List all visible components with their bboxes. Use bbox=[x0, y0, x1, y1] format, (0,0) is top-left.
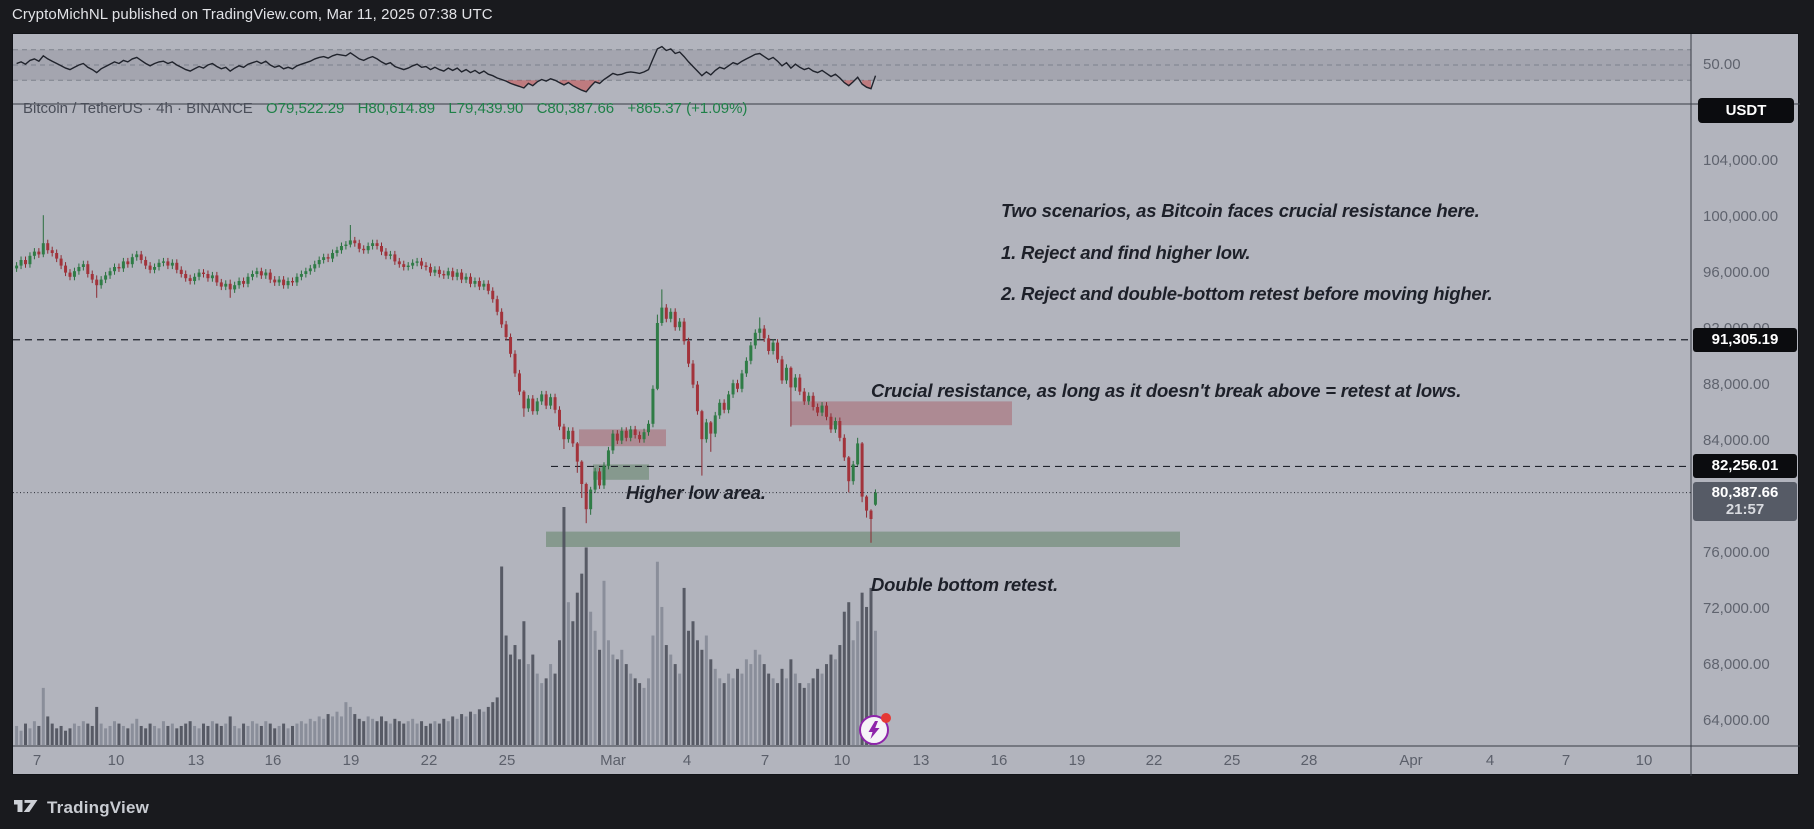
time-axis-label: 16 bbox=[264, 752, 282, 769]
drawing-hlines bbox=[13, 339, 1691, 468]
price-axis-label: 64,000.00 bbox=[1703, 712, 1770, 729]
time-axis-label: 7 bbox=[760, 752, 770, 769]
annotation-text: 1. Reject and find higher low. bbox=[1001, 242, 1251, 263]
time-axis-label: 7 bbox=[1561, 752, 1571, 769]
time-axis-label: 4 bbox=[682, 752, 692, 769]
price-level-tag: 91,305.19 bbox=[1693, 327, 1797, 352]
lightning-bolt-icon bbox=[868, 721, 880, 739]
attribution-text: CryptoMichNL published on TradingView.co… bbox=[12, 6, 493, 23]
price-axis-label: 100,000.00 bbox=[1703, 208, 1779, 225]
tradingview-logo-icon[interactable] bbox=[13, 796, 39, 821]
annotation-text: 2. Reject and double-bottom retest befor… bbox=[1001, 283, 1493, 304]
volume-bars bbox=[15, 507, 877, 745]
price-axis[interactable]: 50.00 USDT 104,000.00 100,000.00 96,000.00… bbox=[1691, 34, 1800, 746]
time-axis-label: 4 bbox=[1485, 752, 1495, 769]
currency-badge: USDT bbox=[1698, 98, 1794, 123]
candlesticks bbox=[15, 215, 877, 543]
price-axis-label: 72,000.00 bbox=[1703, 600, 1770, 617]
indicator-band bbox=[13, 49, 1691, 81]
annotation-text: Crucial resistance, as long as it doesn'… bbox=[871, 380, 1462, 401]
time-axis[interactable]: 7 10 13 16 19 22 25 Mar 4 7 10 13 16 19 22 25 28 Apr 4 7 10 bbox=[13, 746, 1800, 775]
time-axis-label: 25 bbox=[498, 752, 516, 769]
time-axis-label: 22 bbox=[420, 752, 438, 769]
chart-panel[interactable]: Bitcoin / TetherUS · 4h · BINANCE O79,52… bbox=[12, 33, 1800, 776]
time-axis-label: 25 bbox=[1223, 752, 1241, 769]
footer-bar: TradingView bbox=[13, 794, 149, 822]
time-axis-label: 19 bbox=[1068, 752, 1086, 769]
ohlc-open: O79,522.29 bbox=[265, 100, 345, 117]
time-axis-label: 13 bbox=[187, 752, 205, 769]
time-axis-label: Mar bbox=[600, 752, 626, 769]
symbol-info-bar: Bitcoin / TetherUS · 4h · BINANCE O79,52… bbox=[23, 100, 756, 117]
author-flash-badge[interactable] bbox=[859, 713, 891, 745]
annotation-text: Two scenarios, as Bitcoin faces crucial … bbox=[1001, 200, 1480, 221]
indicator-value-label: 50.00 bbox=[1703, 56, 1741, 73]
last-price-tag: 80,387.66 21:57 bbox=[1693, 481, 1797, 521]
time-axis-label: 10 bbox=[107, 752, 125, 769]
time-axis-label: 16 bbox=[990, 752, 1008, 769]
indicator-rsi-line bbox=[16, 45, 877, 93]
ohlc-change: +865.37 (+1.09%) bbox=[627, 100, 748, 117]
price-axis-label: 84,000.00 bbox=[1703, 432, 1770, 449]
symbol-title: Bitcoin / TetherUS · 4h · BINANCE bbox=[23, 100, 253, 117]
time-axis-label: 13 bbox=[912, 752, 930, 769]
tradingview-brand[interactable]: TradingView bbox=[47, 798, 150, 817]
attribution-bar: CryptoMichNL published on TradingView.co… bbox=[12, 6, 493, 30]
ohlc-low: L79,439.90 bbox=[448, 100, 524, 117]
chart-canvas[interactable] bbox=[13, 34, 1800, 776]
price-level-tag: 82,256.01 bbox=[1693, 454, 1797, 479]
time-axis-label: 19 bbox=[342, 752, 360, 769]
annotation-text: Double bottom retest. bbox=[871, 574, 1058, 595]
time-axis-label: 28 bbox=[1300, 752, 1318, 769]
price-axis-label: 76,000.00 bbox=[1703, 544, 1770, 561]
ohlc-high: H80,614.89 bbox=[357, 100, 436, 117]
time-axis-label: 10 bbox=[833, 752, 851, 769]
time-axis-label: Apr bbox=[1399, 752, 1423, 769]
price-axis-label: 88,000.00 bbox=[1703, 376, 1770, 393]
price-axis-label: 68,000.00 bbox=[1703, 656, 1770, 673]
annotation-text: Higher low area. bbox=[626, 482, 766, 503]
price-axis-label: 104,000.00 bbox=[1703, 152, 1779, 169]
pane-dividers bbox=[13, 34, 1800, 776]
ohlc-close: C80,387.66 bbox=[536, 100, 615, 117]
time-axis-label: 7 bbox=[32, 752, 42, 769]
notification-dot-icon bbox=[881, 713, 891, 723]
time-axis-label: 22 bbox=[1145, 752, 1163, 769]
price-axis-label: 96,000.00 bbox=[1703, 264, 1770, 281]
candle-countdown: 21:57 bbox=[1725, 500, 1765, 518]
time-axis-label: 10 bbox=[1635, 752, 1653, 769]
